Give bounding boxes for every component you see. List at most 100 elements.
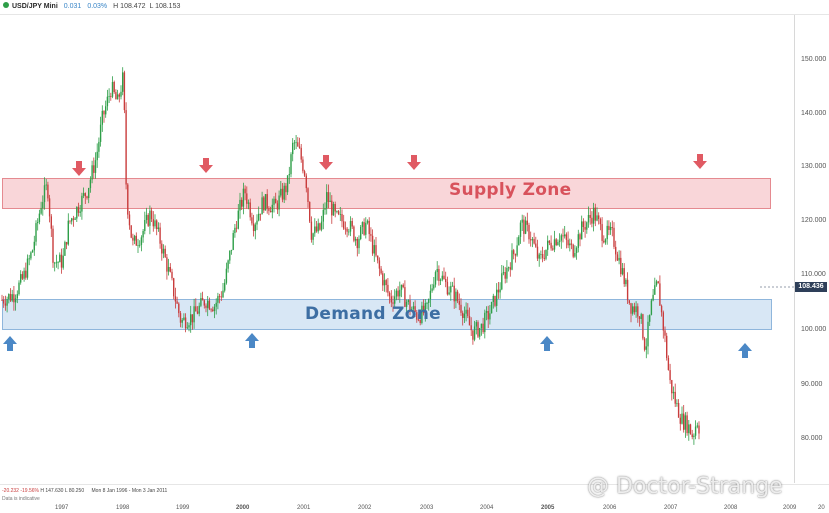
candle-body <box>591 217 593 224</box>
candle-body <box>251 217 253 224</box>
candle-body <box>285 185 287 193</box>
x-tick-label: 2001 <box>297 505 311 511</box>
candle-body <box>224 282 226 291</box>
candle-body <box>76 206 78 219</box>
candle-body <box>173 278 175 297</box>
candle-body <box>538 254 540 259</box>
low-value: L 108.153 <box>149 3 181 10</box>
candle-body <box>120 91 122 97</box>
candle-body <box>676 403 678 404</box>
candle-body <box>140 237 143 245</box>
candle-body <box>43 185 46 203</box>
candle-body <box>295 142 297 144</box>
candle-body <box>567 239 569 246</box>
y-tick-label: 130.000 <box>801 163 827 170</box>
supply-down-arrow-icon <box>693 154 707 169</box>
candle-body <box>229 250 231 261</box>
candle-body <box>319 223 321 230</box>
candle-body <box>388 292 391 297</box>
watermark: @ Doctor-Strange <box>587 474 783 499</box>
candle-body <box>445 279 447 282</box>
candle-body <box>623 268 625 285</box>
candle-body <box>370 234 372 236</box>
candle-body <box>212 309 214 312</box>
candle-body <box>638 316 641 319</box>
candle-body <box>132 237 134 241</box>
candle-body <box>377 255 379 261</box>
candle-body <box>183 317 185 320</box>
candle-body <box>643 338 646 350</box>
candle-body <box>652 294 654 301</box>
candle-body <box>59 254 61 263</box>
candle-body <box>570 243 573 245</box>
candle-body <box>256 220 258 225</box>
candle-body <box>133 235 136 241</box>
candle-body <box>485 311 488 313</box>
last-price-badge: 108.436 <box>795 282 827 292</box>
candle-body <box>373 245 375 254</box>
candle-body <box>139 244 141 246</box>
candle-body <box>26 258 29 278</box>
candle-body <box>94 160 97 173</box>
candle-body <box>142 231 144 238</box>
candle-body <box>473 326 476 340</box>
candle-body <box>650 300 653 315</box>
candle-body <box>314 226 316 234</box>
candle-body <box>691 434 693 437</box>
candle-body <box>11 294 13 301</box>
candle-body <box>441 275 443 280</box>
candle-body <box>47 184 49 199</box>
candle-body <box>584 227 586 230</box>
demand-up-arrow-icon <box>738 343 752 358</box>
candle-body <box>275 198 277 204</box>
candle-body <box>65 242 68 245</box>
candle-body <box>341 214 343 222</box>
x-tick-label: 2006 <box>603 505 617 511</box>
candle-body <box>327 192 330 202</box>
candle-body <box>409 300 411 311</box>
candle-body <box>191 314 194 323</box>
candle-body <box>71 218 73 222</box>
candle-body <box>9 294 12 301</box>
candle-body <box>545 249 547 259</box>
candle-body <box>135 235 137 246</box>
candle-body <box>99 124 102 142</box>
candle-body <box>230 249 233 251</box>
candle-body <box>574 253 576 257</box>
candle-body <box>179 313 182 323</box>
candle-body <box>558 240 561 243</box>
candle-body <box>587 215 590 223</box>
candle-body <box>259 213 262 215</box>
candle-body <box>3 300 5 304</box>
candle-body <box>407 300 409 302</box>
candle-body <box>392 302 394 304</box>
demand-zone-band <box>2 299 772 330</box>
candle-body <box>339 214 341 215</box>
candle-body <box>326 192 328 209</box>
candle-body <box>57 262 59 263</box>
candle-body <box>540 254 542 255</box>
candle-body <box>530 239 532 241</box>
candle-body <box>679 417 681 424</box>
candle-body <box>213 306 216 311</box>
candle-body <box>246 193 248 204</box>
candle-body <box>603 240 605 243</box>
candle-body <box>516 245 518 256</box>
candle-body <box>456 291 459 302</box>
candle-body <box>254 224 256 232</box>
candle-body <box>421 305 423 323</box>
candle-body <box>288 174 290 176</box>
candle-body <box>298 146 301 148</box>
candle-body <box>244 188 246 194</box>
candle-body <box>453 285 455 302</box>
candle-body <box>297 142 299 147</box>
supply-down-arrow-icon <box>319 155 333 170</box>
candle-body <box>664 330 666 336</box>
candle-body <box>101 110 103 125</box>
candle-body <box>480 323 483 328</box>
candle-body <box>599 219 602 225</box>
candle-body <box>426 303 428 304</box>
candle-body <box>263 197 265 211</box>
candle-body <box>698 425 700 434</box>
candle-body <box>621 268 624 275</box>
